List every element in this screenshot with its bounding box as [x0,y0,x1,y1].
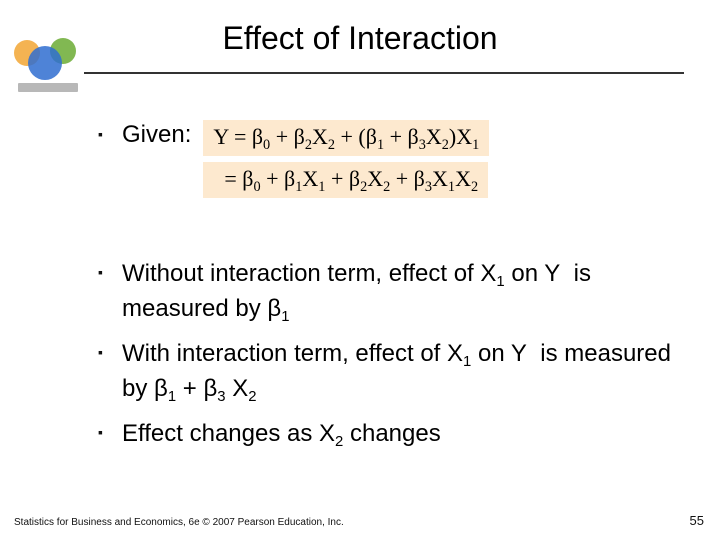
bullet-text: With interaction term, effect of X1 on Y… [122,338,684,408]
slide-title: Effect of Interaction [0,20,720,57]
bullet-text: Without interaction term, effect of X1 o… [122,258,684,328]
footer-text: Statistics for Business and Economics, 6… [14,517,344,528]
bullet-icon: ▪ [98,418,108,446]
bullet-icon: ▪ [98,120,108,148]
bullet-icon: ▪ [98,258,108,286]
bullet-without-interaction: ▪ Without interaction term, effect of X1… [98,258,684,328]
title-underline [84,72,684,74]
bullet-given: ▪ Given: Y = β0 + β2X2 + (β1 + β3X2)X1 =… [98,120,684,204]
equation-block: Y = β0 + β2X2 + (β1 + β3X2)X1 = β0 + β1X… [203,120,489,204]
content-area: ▪ Given: Y = β0 + β2X2 + (β1 + β3X2)X1 =… [98,120,684,463]
slide: Effect of Interaction ▪ Given: Y = β0 + … [0,0,720,540]
page-number: 55 [690,513,704,528]
bullet-effect-changes: ▪ Effect changes as X2 changes [98,418,684,453]
bullet-icon: ▪ [98,338,108,366]
given-label: Given: [122,120,191,150]
equation-line-1: Y = β0 + β2X2 + (β1 + β3X2)X1 [203,120,489,156]
equation-line-2: = β0 + β1X1 + β2X2 + β3X1X2 [203,162,488,198]
bullet-with-interaction: ▪ With interaction term, effect of X1 on… [98,338,684,408]
bullet-text: Effect changes as X2 changes [122,418,684,453]
